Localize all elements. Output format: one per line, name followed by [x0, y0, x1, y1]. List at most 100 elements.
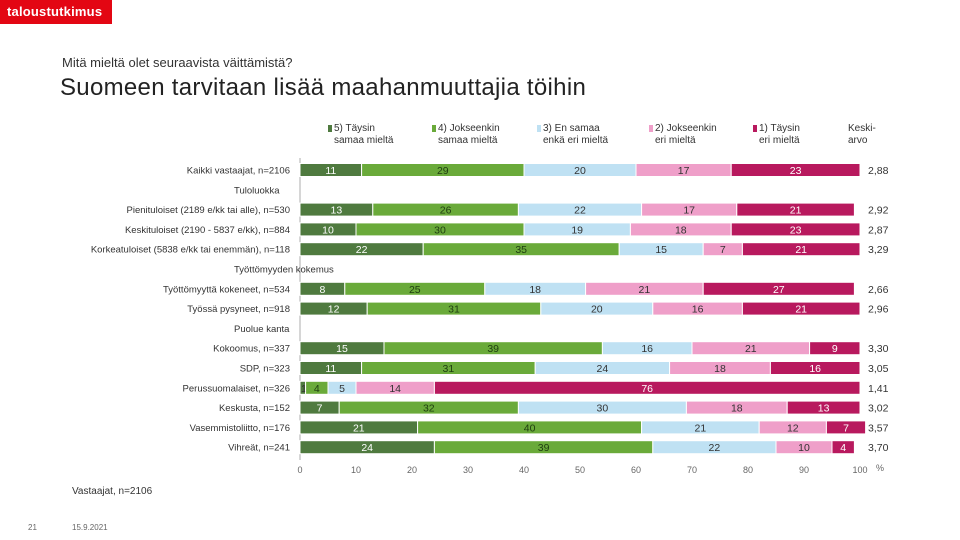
data-label: 13 — [818, 403, 830, 415]
base-note: Vastaajat, n=2106 — [72, 486, 153, 497]
legend-swatch — [649, 125, 653, 132]
data-label: 12 — [787, 422, 799, 434]
x-tick-label: 40 — [519, 465, 529, 475]
data-label: 16 — [641, 343, 653, 355]
data-label: 30 — [434, 224, 446, 236]
legend-swatch — [753, 125, 757, 132]
mean-value: 1,41 — [868, 383, 889, 395]
bar-segment — [702, 281, 855, 296]
mean-value: 3,57 — [868, 422, 889, 434]
question-text: Mitä mieltä olet seuraavista väittämistä… — [62, 55, 293, 70]
bar-segment — [825, 420, 867, 435]
data-label: 8 — [319, 284, 325, 296]
data-label: 39 — [538, 442, 550, 454]
mean-value: 2,92 — [868, 205, 889, 217]
data-label: 27 — [773, 284, 785, 296]
data-label: 9 — [832, 343, 838, 355]
data-label: 14 — [389, 383, 401, 395]
legend-swatch — [432, 125, 436, 132]
mean-value: 3,30 — [868, 343, 889, 355]
x-tick-label: 20 — [407, 465, 417, 475]
slide-number: 21 — [28, 523, 37, 532]
bar-segment — [741, 242, 861, 257]
bar-segment — [769, 361, 861, 375]
bar-segment — [741, 301, 861, 316]
data-label: 40 — [524, 422, 536, 434]
data-label: 21 — [695, 422, 707, 434]
x-tick-label: 0 — [297, 465, 302, 475]
x-tick-label: 90 — [799, 465, 809, 475]
data-label: 18 — [529, 284, 541, 296]
data-label: 4 — [840, 442, 846, 454]
data-label: 10 — [322, 224, 334, 236]
data-label: 7 — [317, 403, 323, 415]
data-label: 19 — [571, 224, 583, 236]
row-label: SDP, n=323 — [240, 364, 290, 375]
data-label: 26 — [440, 205, 452, 217]
data-label: 39 — [487, 343, 499, 355]
legend-entry: 2) Jokseenkin eri mieltä — [655, 123, 717, 146]
data-label: 16 — [809, 363, 821, 375]
data-label: 29 — [437, 165, 449, 177]
brand-logo: taloustutkimus — [0, 0, 112, 24]
data-label: 30 — [597, 403, 609, 415]
data-label: 24 — [361, 442, 373, 454]
row-label: Keskituloiset (2190 - 5837 e/kk), n=884 — [125, 225, 290, 236]
row-label: Vasemmistoliitto, n=176 — [190, 423, 290, 434]
row-label: Työttömyyttä kokeneet, n=534 — [163, 284, 290, 295]
data-label: 10 — [798, 442, 810, 454]
data-label: 13 — [331, 205, 343, 217]
data-label: 22 — [356, 244, 368, 256]
bar-segment — [736, 202, 855, 217]
x-tick-label: 10 — [351, 465, 361, 475]
data-label: 32 — [423, 403, 435, 415]
data-label: 20 — [574, 165, 586, 177]
x-axis-unit: % — [876, 463, 884, 473]
x-tick-label: 70 — [687, 465, 697, 475]
row-label: Kaikki vastaajat, n=2106 — [187, 166, 290, 177]
data-label: 22 — [709, 442, 721, 454]
data-label: 21 — [745, 343, 757, 355]
data-label: 5 — [339, 383, 345, 395]
row-label: Kokoomus, n=337 — [213, 344, 290, 355]
group-label: Työttömyyden kokemus — [234, 265, 334, 276]
mean-column-header: Keski-arvo — [848, 123, 876, 146]
row-label: Pienituloiset (2189 e/kk tai alle), n=53… — [127, 205, 290, 216]
data-label: 17 — [683, 205, 695, 217]
bar-segment — [831, 440, 855, 455]
data-label: 23 — [790, 224, 802, 236]
bar-segment — [730, 222, 861, 237]
group-label: Puolue kanta — [234, 324, 290, 335]
mean-value: 2,88 — [868, 165, 889, 177]
row-label: Työssä pysyneet, n=918 — [187, 304, 290, 315]
mean-value: 3,70 — [868, 442, 889, 454]
legend-entry: 3) En samaa enkä eri mieltä — [543, 123, 608, 146]
slide-date: 15.9.2021 — [72, 523, 108, 532]
bar-segment — [730, 163, 861, 177]
data-label: 18 — [714, 363, 726, 375]
data-label: 17 — [678, 165, 690, 177]
legend-swatch — [537, 125, 541, 132]
data-label: 31 — [443, 363, 455, 375]
data-label: 31 — [448, 304, 460, 316]
data-label: 35 — [515, 244, 527, 256]
data-label: 16 — [692, 304, 704, 316]
data-label: 22 — [574, 205, 586, 217]
data-label: 4 — [314, 383, 320, 395]
x-tick-label: 30 — [463, 465, 473, 475]
row-label: Keskusta, n=152 — [219, 403, 290, 414]
x-tick-label: 80 — [743, 465, 753, 475]
data-label: 24 — [597, 363, 609, 375]
data-label: 76 — [641, 383, 653, 395]
data-label: 18 — [731, 403, 743, 415]
data-label: 12 — [328, 304, 340, 316]
mean-value: 2,66 — [868, 284, 889, 296]
bar-segment — [786, 400, 861, 415]
data-label: 18 — [675, 224, 687, 236]
data-label: 11 — [325, 363, 336, 375]
data-label: 1 — [301, 383, 307, 395]
bar-segment — [433, 380, 861, 395]
data-label: 21 — [353, 422, 365, 434]
group-label: Tuloluokka — [234, 185, 280, 196]
